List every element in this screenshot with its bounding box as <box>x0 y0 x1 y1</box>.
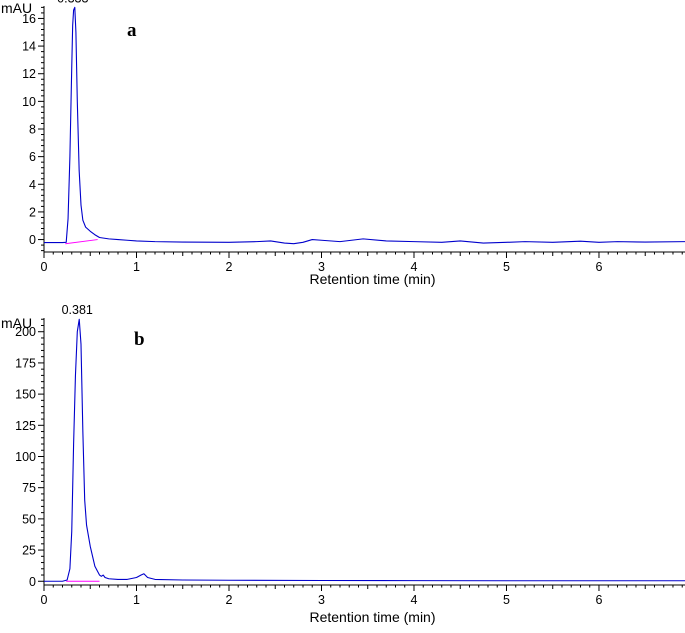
y-unit-label: mAU <box>1 315 32 331</box>
x-tick-label: 2 <box>226 593 233 607</box>
peak-retention-label: 0.381 <box>62 303 93 317</box>
y-tick-label: 100 <box>15 450 36 464</box>
x-tick-label: 2 <box>226 260 233 274</box>
x-tick-label: 5 <box>503 593 510 607</box>
y-tick-label: 8 <box>29 123 36 137</box>
x-tick-label: 3 <box>318 260 325 274</box>
y-tick-label: 12 <box>22 67 36 81</box>
chromatogram-trace <box>44 6 685 245</box>
x-tick-label: 6 <box>596 260 603 274</box>
y-tick-label: 0 <box>29 575 36 589</box>
panel-letter: b <box>134 329 145 350</box>
x-tick-label: 3 <box>318 593 325 607</box>
chart-panel-b: 0 1 2 3 4 5 6 0 25 50 75 100 125 150 175 200 Retention t… <box>1 303 685 625</box>
y-tick-label: 16 <box>22 12 36 26</box>
y-tick-label: 6 <box>29 150 36 164</box>
x-axis-title: Retention time (min) <box>309 609 435 625</box>
x-tick-label: 4 <box>411 593 418 607</box>
x-tick-label: 1 <box>133 593 140 607</box>
y-tick-label: 75 <box>22 481 36 495</box>
x-tick-label: 1 <box>133 260 140 274</box>
y-tick-label: 25 <box>22 544 36 558</box>
y-tick-label: 10 <box>22 95 36 109</box>
y-tick-label: 125 <box>15 419 36 433</box>
x-tick-label: 0 <box>41 260 48 274</box>
y-tick-label: 175 <box>15 356 36 370</box>
x-tick-label: 5 <box>503 260 510 274</box>
x-axis-title: Retention time (min) <box>309 271 435 287</box>
y-tick-label: 2 <box>29 205 36 219</box>
y-tick-label: 200 <box>15 325 36 339</box>
y-tick-label: 50 <box>22 512 36 526</box>
y-tick-label: 14 <box>22 40 36 54</box>
chromatogram-trace <box>44 318 685 582</box>
peak-retention-label: 0.333 <box>57 0 88 5</box>
integration-baseline <box>65 239 98 245</box>
panel-letter: a <box>127 20 137 41</box>
y-tick-label: 4 <box>29 178 36 192</box>
x-tick-label: 6 <box>596 593 603 607</box>
y-tick-label: 150 <box>15 388 36 402</box>
x-tick-label: 4 <box>411 260 418 274</box>
x-tick-label: 0 <box>41 593 48 607</box>
y-tick-label: 0 <box>29 233 36 247</box>
y-unit-label: mAU <box>1 0 32 16</box>
